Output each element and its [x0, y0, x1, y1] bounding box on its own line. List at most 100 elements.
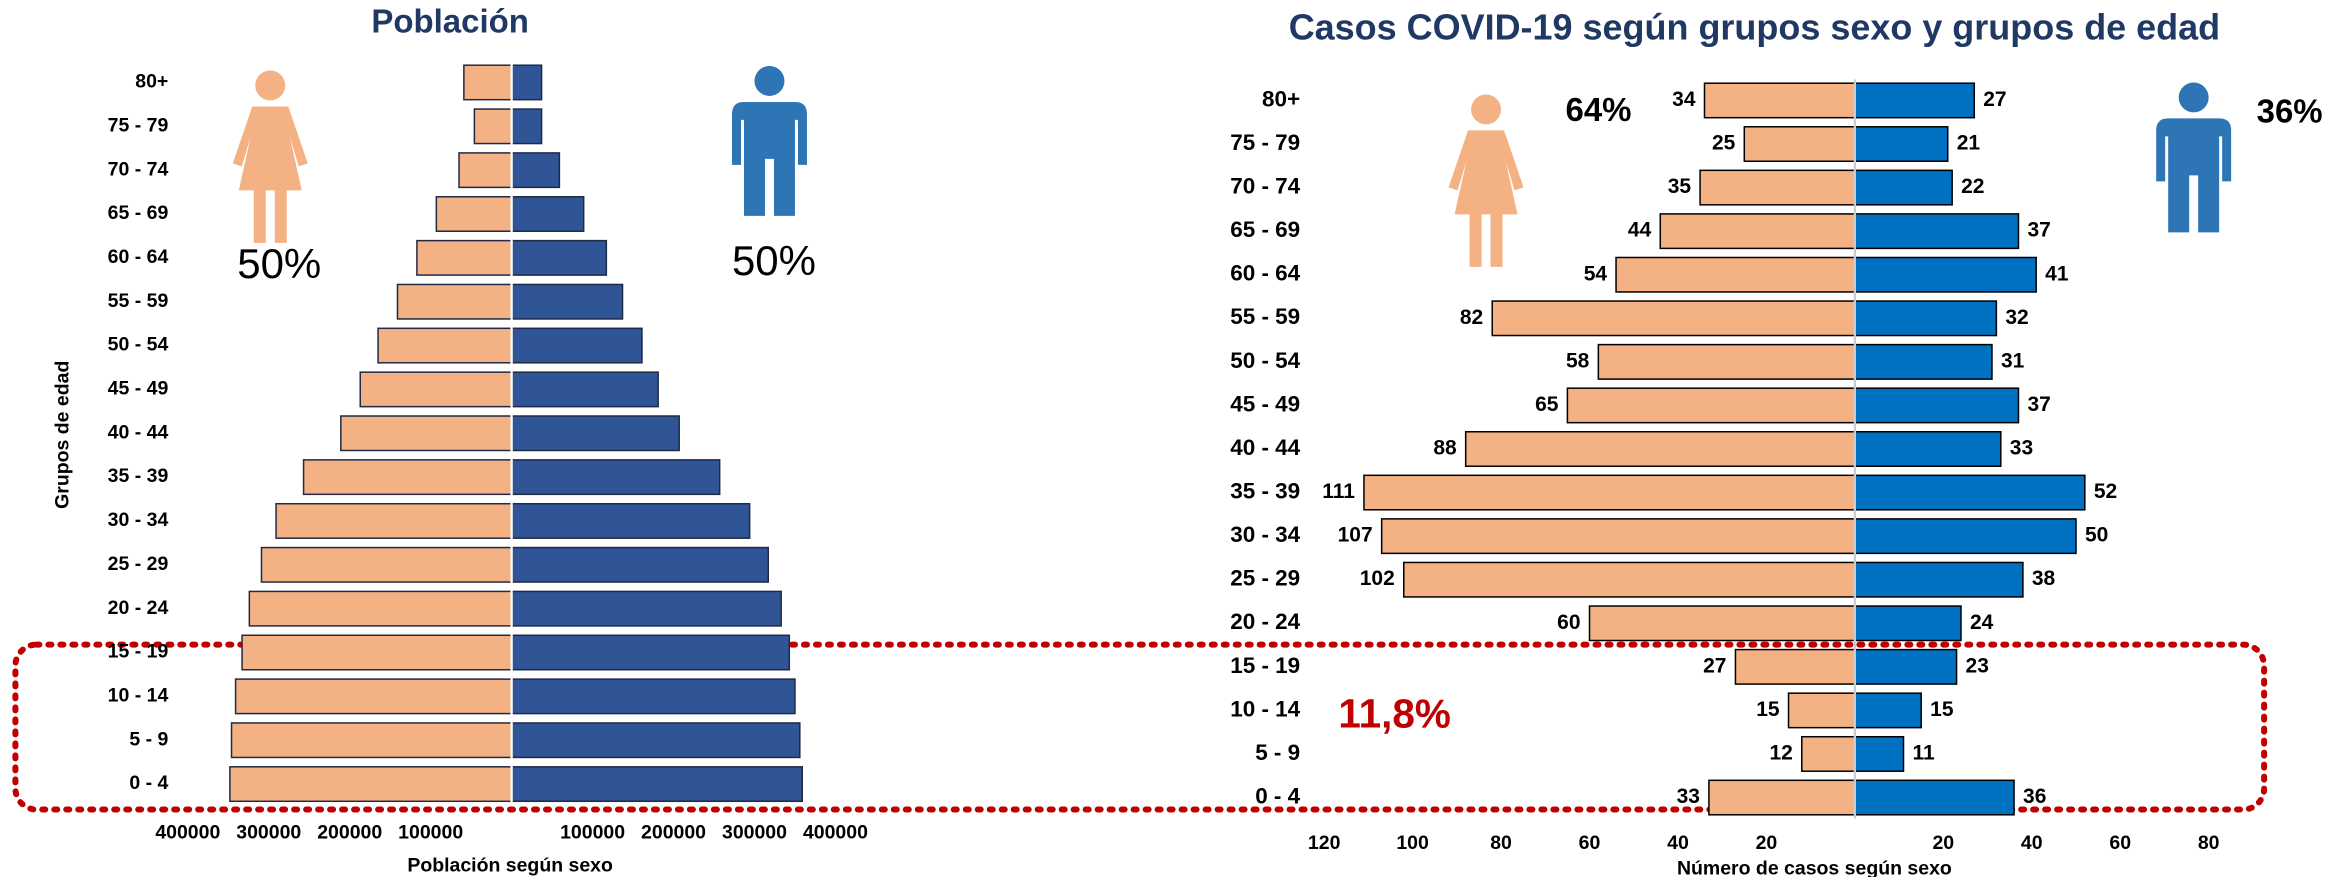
x-tick-label: 120 — [1308, 832, 1341, 854]
y-tick-label: 50 - 54 — [108, 334, 169, 356]
bar — [1854, 387, 2020, 424]
chart-title: Casos COVID-19 según grupos sexo y grupo… — [1289, 6, 2220, 47]
data-label: 111 — [1322, 480, 1355, 503]
bar — [510, 239, 608, 276]
y-tick-label: 65 - 69 — [108, 202, 169, 224]
bar — [463, 64, 513, 101]
bar — [510, 196, 585, 232]
x-tick-label: 300000 — [236, 822, 301, 844]
annotation: 11,8% — [1338, 690, 1451, 736]
bar — [234, 678, 513, 715]
x-tick-label: 400000 — [155, 822, 220, 844]
share-label: 64% — [1566, 91, 1632, 128]
y-tick-label: 40 - 44 — [108, 421, 169, 443]
data-label: 21 — [1957, 132, 1981, 155]
y-tick-label: 35 - 39 — [108, 465, 169, 487]
bar — [1615, 256, 1856, 293]
y-tick-label: 45 - 49 — [108, 378, 169, 400]
share-label: 36% — [2257, 93, 2323, 130]
female-icon — [1448, 94, 1524, 267]
y-tick-label: 75 - 79 — [1230, 130, 1300, 155]
share-label: 50% — [732, 237, 816, 284]
x-tick-label: 80 — [2198, 832, 2220, 854]
data-label: 52 — [2094, 480, 2117, 503]
bar — [377, 327, 513, 364]
data-label: 23 — [1966, 654, 1989, 677]
bar — [510, 766, 803, 803]
bar — [1787, 692, 1856, 729]
data-label: 22 — [1961, 175, 1984, 198]
male-icon — [731, 65, 807, 216]
y-tick-label: 0 - 4 — [129, 772, 168, 794]
y-tick-label: 50 - 54 — [1230, 348, 1300, 373]
y-tick-label: 60 - 64 — [108, 246, 169, 268]
data-label: 88 — [1433, 437, 1457, 460]
data-label: 82 — [1460, 306, 1483, 329]
bar — [302, 459, 513, 496]
bar — [1801, 735, 1856, 772]
bar — [1588, 605, 1856, 642]
y-tick-label: 65 - 69 — [1230, 217, 1300, 242]
data-label: 58 — [1566, 349, 1590, 372]
bar — [1854, 518, 2077, 555]
bar — [1854, 213, 2020, 250]
y-tick-label: 25 - 29 — [1230, 566, 1300, 591]
share-label: 50% — [237, 240, 321, 287]
bar — [435, 196, 513, 232]
bar — [1380, 518, 1856, 555]
data-label: 24 — [1970, 611, 1994, 634]
bar — [1854, 779, 2015, 816]
x-tick-label: 100000 — [560, 822, 625, 844]
data-label: 33 — [1677, 785, 1700, 808]
y-tick-label: 20 - 24 — [1230, 609, 1300, 634]
data-label: 33 — [2010, 437, 2033, 460]
x-tick-label: 60 — [2109, 832, 2131, 854]
y-tick-label: 55 - 59 — [108, 290, 169, 312]
y-tick-label: 10 - 14 — [1230, 696, 1300, 721]
data-label: 27 — [1983, 88, 2006, 111]
y-tick-label: 80+ — [135, 71, 168, 93]
x-axis-label: Población según sexo — [407, 855, 613, 877]
data-label: 11 — [1913, 742, 1936, 765]
bar — [1854, 474, 2086, 511]
bar — [1703, 82, 1856, 119]
data-label: 12 — [1769, 742, 1792, 765]
bar — [510, 722, 801, 759]
bar — [1854, 692, 1922, 729]
x-tick-label: 40 — [2021, 832, 2043, 854]
data-label: 15 — [1930, 698, 1954, 721]
data-label: 25 — [1712, 132, 1736, 155]
bar — [1699, 169, 1856, 206]
bar — [248, 590, 513, 627]
y-tick-label: 80+ — [1262, 86, 1300, 111]
x-tick-label: 200000 — [641, 822, 706, 844]
data-label: 102 — [1360, 567, 1395, 590]
bar — [1854, 256, 2037, 293]
data-label: 37 — [2027, 219, 2050, 242]
bar — [416, 239, 513, 276]
bar — [1734, 648, 1856, 685]
bar — [510, 327, 643, 364]
bar — [510, 415, 680, 452]
y-tick-label: 30 - 34 — [1230, 522, 1300, 547]
x-tick-label: 200000 — [317, 822, 382, 844]
female-icon — [232, 70, 308, 243]
bar — [510, 283, 624, 320]
x-tick-label: 20 — [1756, 832, 1778, 854]
bar — [1403, 561, 1856, 598]
bar — [510, 634, 791, 671]
bar — [1854, 169, 1953, 206]
data-label: 54 — [1584, 262, 1608, 285]
bar — [1854, 82, 1976, 119]
bar — [1854, 561, 2024, 598]
bar — [1659, 213, 1856, 250]
bar — [340, 415, 513, 452]
y-tick-label: 10 - 14 — [108, 684, 169, 706]
y-tick-label: 55 - 59 — [1230, 304, 1300, 329]
bar — [230, 722, 513, 759]
data-label: 35 — [1668, 175, 1692, 198]
data-label: 65 — [1535, 393, 1559, 416]
bar — [510, 64, 543, 101]
bar — [1566, 387, 1856, 424]
